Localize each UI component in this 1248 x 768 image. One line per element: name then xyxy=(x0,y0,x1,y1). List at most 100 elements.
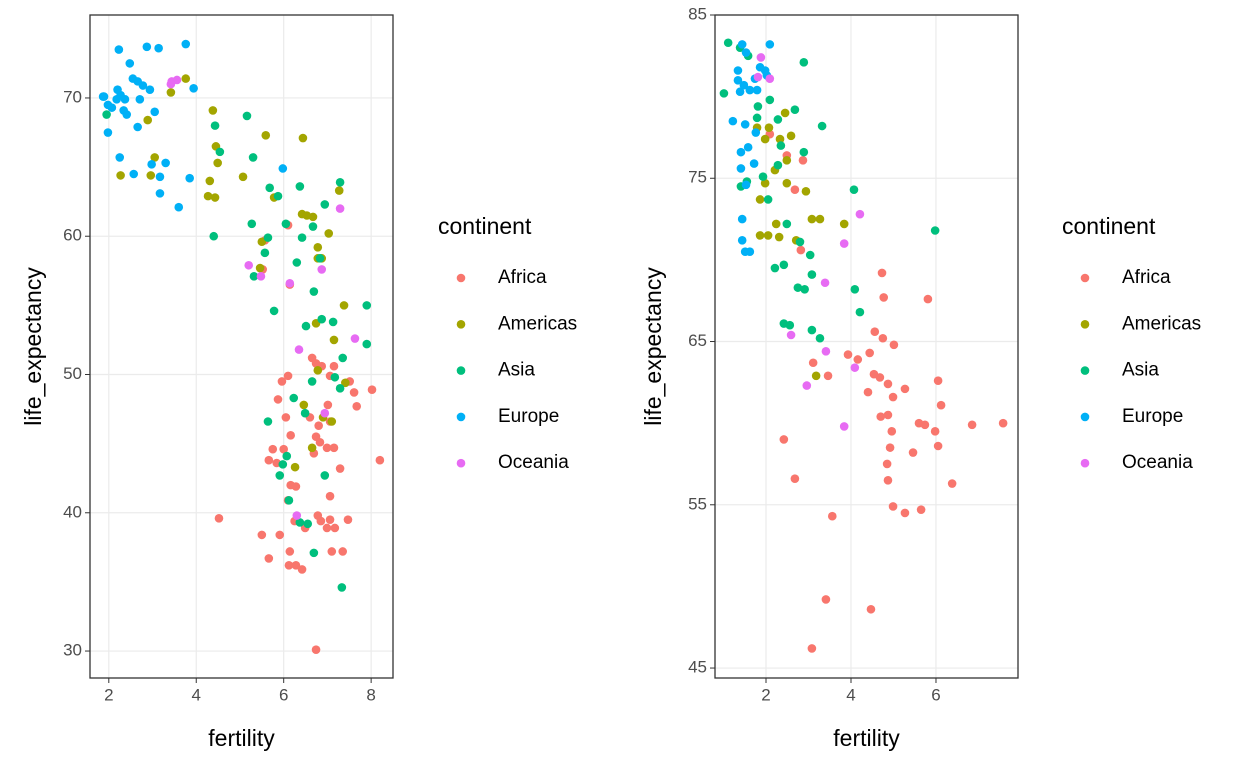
point xyxy=(334,186,344,195)
point xyxy=(820,278,830,288)
point xyxy=(882,459,892,469)
point xyxy=(98,92,108,101)
point xyxy=(328,317,338,327)
point xyxy=(908,448,918,457)
point xyxy=(799,147,809,157)
point xyxy=(264,554,274,563)
point xyxy=(295,518,305,527)
point xyxy=(865,348,874,358)
x-tick-label: 6 xyxy=(931,685,940,704)
point xyxy=(883,410,893,420)
legend-label: Europe xyxy=(498,406,559,427)
point xyxy=(877,268,887,278)
point xyxy=(760,178,770,188)
point xyxy=(185,173,194,183)
plot-border xyxy=(714,14,1019,679)
point xyxy=(119,106,128,115)
point xyxy=(327,417,337,426)
point xyxy=(298,133,308,143)
point xyxy=(739,80,749,90)
point xyxy=(145,85,155,94)
point xyxy=(855,307,865,317)
point xyxy=(278,164,288,173)
point xyxy=(249,272,259,281)
point xyxy=(286,431,295,440)
point xyxy=(338,547,348,556)
point xyxy=(800,284,809,294)
point xyxy=(268,444,278,454)
legend-label: Asia xyxy=(498,360,535,381)
point xyxy=(736,147,746,157)
point xyxy=(247,219,257,229)
point xyxy=(269,306,279,316)
point xyxy=(795,237,805,247)
point xyxy=(309,287,319,296)
point xyxy=(292,258,302,267)
point xyxy=(863,387,873,397)
point xyxy=(329,361,339,371)
point xyxy=(325,491,335,501)
point xyxy=(839,422,849,431)
point xyxy=(248,153,258,162)
point xyxy=(765,95,775,105)
x-tick-label: 2 xyxy=(104,685,113,704)
point xyxy=(294,345,304,354)
point xyxy=(205,176,215,186)
point xyxy=(773,115,783,124)
point xyxy=(275,530,285,540)
point xyxy=(303,519,313,529)
point xyxy=(150,153,160,162)
point xyxy=(923,294,933,304)
point xyxy=(285,547,295,556)
legend-key xyxy=(456,320,466,329)
point xyxy=(154,43,163,53)
point xyxy=(367,385,377,395)
point xyxy=(936,400,946,410)
point xyxy=(135,95,145,104)
point xyxy=(120,95,130,104)
point xyxy=(765,74,775,83)
point xyxy=(782,178,792,188)
point xyxy=(215,147,225,157)
point xyxy=(773,160,783,170)
point xyxy=(116,171,125,180)
point xyxy=(728,116,738,126)
y-tick-label: 65 xyxy=(688,331,707,350)
point xyxy=(843,350,853,359)
x-axis-title: fertility xyxy=(208,725,275,751)
point xyxy=(107,103,117,112)
point xyxy=(866,604,876,614)
point xyxy=(807,214,817,224)
plot-background xyxy=(90,15,393,678)
legend-title: continent xyxy=(438,213,532,239)
point xyxy=(316,516,326,526)
point xyxy=(166,79,176,89)
point xyxy=(752,113,762,123)
point xyxy=(821,347,831,356)
point xyxy=(307,443,317,453)
point xyxy=(329,443,339,453)
point xyxy=(314,421,323,430)
point xyxy=(770,263,780,273)
legend-label: Americas xyxy=(498,313,577,334)
y-tick-label: 40 xyxy=(63,502,82,521)
point xyxy=(823,371,833,381)
legend-key xyxy=(456,273,466,283)
legend-key xyxy=(456,366,466,375)
point xyxy=(790,105,800,114)
point xyxy=(263,417,273,426)
y-axis-title: life_expectancy xyxy=(640,267,666,426)
point xyxy=(785,320,795,330)
legend-title: continent xyxy=(1062,213,1156,239)
point xyxy=(745,247,755,257)
point xyxy=(317,265,327,274)
point xyxy=(786,131,796,141)
point xyxy=(297,565,307,574)
point xyxy=(309,548,319,558)
point xyxy=(763,195,773,204)
point xyxy=(930,427,940,436)
point xyxy=(166,88,176,97)
point xyxy=(827,511,837,521)
point xyxy=(740,120,750,129)
point xyxy=(790,185,800,194)
